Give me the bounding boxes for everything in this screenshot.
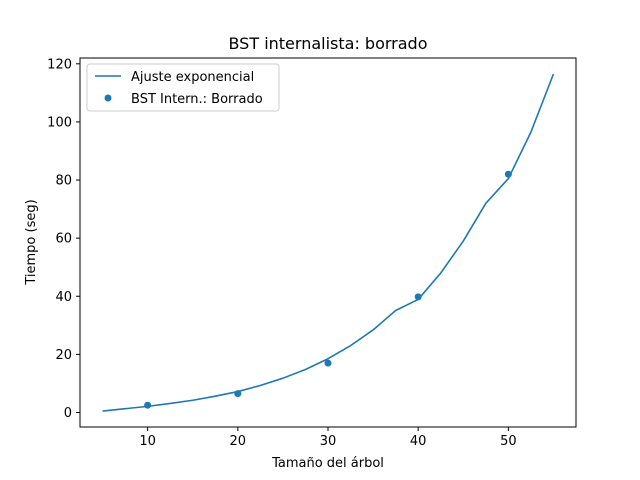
- legend-marker-swatch: [104, 94, 112, 102]
- y-tick-label-7: 120: [47, 57, 72, 72]
- legend-item-scatter: BST Intern.: Borrado: [131, 92, 263, 107]
- series-layer: [102, 73, 555, 412]
- series-line-ajuste-exponencial: [102, 73, 555, 412]
- y-tick-label-3: 40: [55, 290, 72, 305]
- plot-area: [80, 58, 576, 427]
- tick-layer: 10 20 30 40 50 0 20 40 60 80 100 120: [47, 57, 516, 449]
- data-point-2: [234, 390, 242, 398]
- y-tick-label-5: 80: [55, 174, 72, 189]
- x-axis-label: Tamaño del árbol: [271, 456, 384, 471]
- legend-item-line: Ajuste exponencial: [131, 70, 254, 85]
- legend-box: [86, 63, 280, 112]
- y-tick-label-2: 20: [55, 348, 72, 363]
- y-tick-label-4: 60: [55, 232, 72, 247]
- y-tick-label-6: 100: [47, 115, 72, 130]
- y-tick-label-1: 0: [64, 406, 72, 421]
- y-axis-label: Tiempo (seg): [24, 199, 39, 285]
- x-tick-label-5: 50: [500, 434, 517, 449]
- x-tick-label-3: 30: [320, 434, 337, 449]
- data-point-3: [324, 359, 332, 367]
- data-point-5: [504, 170, 512, 178]
- data-point-1: [144, 401, 152, 409]
- x-tick-label-1: 10: [139, 434, 156, 449]
- x-tick-label-4: 40: [410, 434, 427, 449]
- chart-title: BST internalista: borrado: [228, 34, 427, 53]
- plot-frame: [79, 57, 577, 428]
- legend: Ajuste exponencial BST Intern.: Borrado: [86, 63, 280, 112]
- data-point-4: [414, 293, 422, 301]
- x-tick-label-2: 20: [230, 434, 247, 449]
